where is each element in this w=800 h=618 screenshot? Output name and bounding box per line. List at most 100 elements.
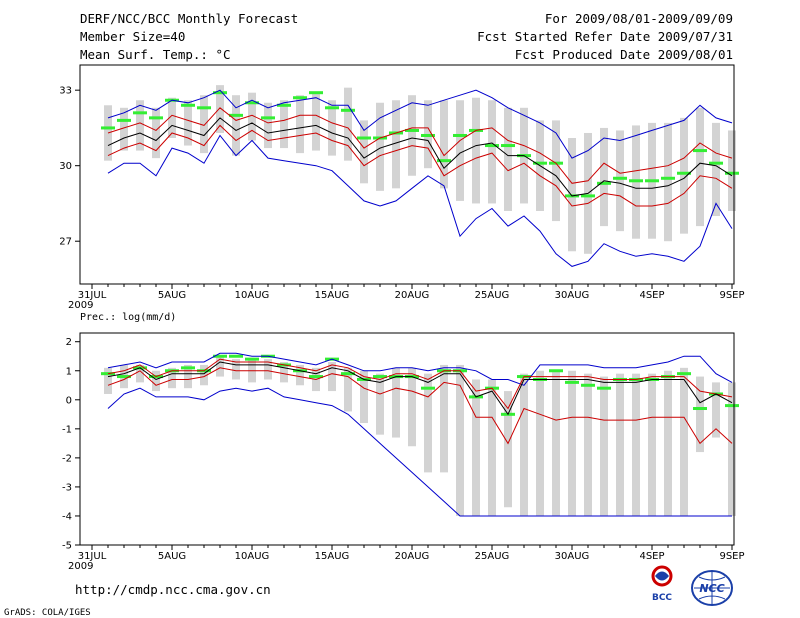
- precip-observed-day-32: [597, 386, 611, 390]
- temp-box-day-12: [280, 100, 288, 149]
- temp-box-day-36: [664, 122, 672, 242]
- precip-observed-day-37: [677, 372, 691, 376]
- temp-observed-day-1: [101, 126, 115, 130]
- precip-mean-1-sd-line: [107, 367, 733, 445]
- temp-ytick-label: 27: [59, 237, 72, 248]
- precip-box-day-38: [696, 376, 704, 453]
- temperature-panel: 27 30 33 31JUL 5AUG 10AUG 15AUG 20AUG 25AUG 30AUG…: [59, 64, 745, 311]
- temp-observed-day-11: [261, 116, 275, 120]
- temp-observed-day-26: [501, 144, 515, 148]
- precip-box-day-39: [712, 382, 720, 438]
- precip-xtick-label: 9SEP: [719, 551, 744, 562]
- precip-observed-day-10: [245, 357, 259, 361]
- temp-observed-day-39: [709, 161, 723, 165]
- temp-xtick-label: 15AUG: [315, 290, 350, 301]
- temp-xtick-label: 20AUG: [395, 290, 430, 301]
- temp-observed-day-33: [613, 176, 627, 180]
- temp-xtick-label: 30AUG: [555, 290, 590, 301]
- temp-box-day-13: [296, 95, 304, 154]
- temp-observed-day-28: [533, 161, 547, 165]
- precip-box-day-36: [664, 370, 672, 516]
- variable-label: Mean Surf. Temp.: °C: [80, 47, 231, 62]
- temp-box-day-2: [120, 107, 128, 151]
- precip-box-day-21: [424, 373, 432, 473]
- precip-box-day-22: [440, 364, 448, 473]
- temp-box-day-8: [216, 85, 224, 133]
- temp-observed-day-40: [725, 171, 739, 175]
- precip-box-day-32: [600, 376, 608, 516]
- bcc-logo-emblem: [655, 571, 669, 581]
- precip-axes: -5 -4 -3 -2 -1 0 1 2 31JUL 5AUG 10AUG 15AUG 20AUG 25A…: [62, 337, 745, 572]
- temp-observed-day-4: [149, 116, 163, 120]
- precip-ytick-label: -4: [62, 511, 72, 522]
- precip-box-day-5: [168, 367, 176, 389]
- temp-box-day-33: [616, 130, 624, 232]
- precip-box-day-20: [408, 367, 416, 447]
- precip-box-day-8: [216, 356, 224, 377]
- temp-xtick-label: 25AUG: [475, 290, 510, 301]
- temp-xtick-label: 10AUG: [235, 290, 270, 301]
- temp-year-label: 2009: [68, 300, 93, 311]
- precip-box-day-26: [504, 391, 512, 508]
- temp-box-day-14: [312, 92, 320, 151]
- temp-mean-1-sd-line: [107, 124, 733, 207]
- precip-observed-day-40: [725, 404, 739, 408]
- precip-xtick-label: 25AUG: [475, 551, 510, 562]
- precip-ytick-label: -5: [62, 541, 72, 552]
- precip-ensemble-min-line: [107, 387, 732, 517]
- temp-box-day-18: [376, 102, 384, 191]
- precip-box-day-25: [488, 379, 496, 516]
- precip-box-day-11: [264, 359, 272, 380]
- temp-box-day-24: [472, 97, 480, 204]
- precipitation-panel: -5 -4 -3 -2 -1 0 1 2 31JUL 5AUG 10AUG 15AUG 20AUG 25A…: [62, 332, 745, 572]
- precip-observed-day-30: [565, 380, 579, 384]
- precip-box-day-37: [680, 367, 688, 516]
- precip-box-day-31: [584, 373, 592, 516]
- ncc-logo-text: NCC: [699, 582, 724, 595]
- precip-box-day-40: [728, 382, 736, 516]
- precip-box-day-19: [392, 367, 400, 438]
- temp-box-day-3: [136, 100, 144, 151]
- temp-observed-day-7: [197, 106, 211, 110]
- precip-box-day-17: [360, 370, 368, 424]
- precip-xtick-label: 20AUG: [395, 551, 430, 562]
- source-url[interactable]: http://cmdp.ncc.cma.gov.cn: [75, 582, 271, 597]
- precip-box-day-9: [232, 359, 240, 380]
- temp-observed-day-10: [245, 101, 259, 105]
- precip-xtick-label: 5AUG: [158, 551, 186, 562]
- precip-box-day-1: [104, 367, 112, 394]
- precip-ytick-label: 2: [66, 337, 72, 348]
- temp-observed-day-31: [581, 194, 595, 198]
- temp-box-day-5: [168, 97, 176, 138]
- precip-xtick-label: 10AUG: [235, 551, 270, 562]
- temp-box-day-4: [152, 107, 160, 159]
- temp-box-day-16: [344, 87, 352, 161]
- temp-box-day-37: [680, 117, 688, 234]
- temperature-lines: [107, 89, 733, 267]
- ncc-logo: NCC: [691, 570, 733, 606]
- precip-box-day-28: [536, 370, 544, 516]
- temp-observed-day-12: [277, 103, 291, 107]
- started-date-label: Fcst Started Refer Date 2009/07/31: [477, 29, 733, 44]
- temp-box-day-15: [328, 100, 336, 156]
- temp-xtick-label: 5AUG: [158, 290, 186, 301]
- precip-ytick-label: 1: [66, 366, 72, 377]
- temp-xtick-label: 9SEP: [719, 290, 744, 301]
- precip-observed-day-31: [581, 383, 595, 387]
- precip-ensemble-mean-line: [107, 361, 733, 416]
- precip-box-day-29: [552, 370, 560, 516]
- temp-observed-day-25: [485, 144, 499, 148]
- precip-box-day-30: [568, 370, 576, 516]
- temp-observed-day-2: [117, 118, 131, 122]
- precip-box-day-6: [184, 364, 192, 389]
- temp-box-day-40: [728, 130, 736, 211]
- temp-box-day-10: [248, 92, 256, 141]
- precip-mean-1-sd-line: [107, 358, 733, 410]
- precip-observed-day-8: [213, 354, 227, 358]
- precip-xtick-label: 4SEP: [639, 551, 664, 562]
- temp-observed-day-35: [645, 179, 659, 183]
- precip-observed-day-38: [693, 407, 707, 411]
- temp-observed-day-21: [421, 133, 435, 137]
- bcc-logo: BCC: [651, 565, 673, 603]
- figure-title: DERF/NCC/BCC Monthly Forecast: [80, 11, 298, 26]
